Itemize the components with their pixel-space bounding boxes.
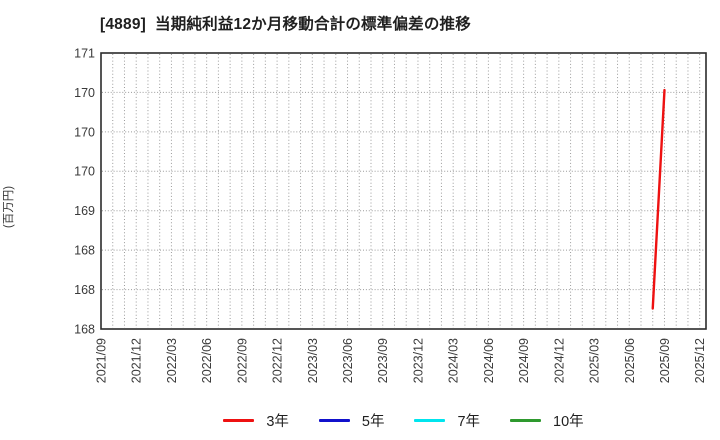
x-tick-label: 2022/03 xyxy=(165,338,179,383)
x-tick-label: 2023/09 xyxy=(376,338,390,383)
legend-line-swatch xyxy=(414,418,446,422)
x-tick-label: 2025/06 xyxy=(623,338,637,383)
chart-title: [4889] 当期純利益12か月移動合計の標準偏差の推移 xyxy=(100,16,471,33)
x-tick-label: 2021/12 xyxy=(130,338,144,383)
y-tick-label: 168 xyxy=(74,283,95,297)
x-tick-label: 2025/12 xyxy=(693,338,707,383)
x-tick-label: 2024/12 xyxy=(552,338,566,383)
y-tick-label: 170 xyxy=(74,125,95,139)
y-tick-label: 171 xyxy=(74,46,95,60)
y-tick-label: 168 xyxy=(74,244,95,258)
legend-item-3年: 3年 xyxy=(223,410,289,431)
x-tick-label: 2024/06 xyxy=(482,338,496,383)
legend-item-7年: 7年 xyxy=(414,410,480,431)
legend-item-10年: 10年 xyxy=(510,410,584,431)
legend-line-swatch xyxy=(510,418,542,422)
x-tick-label: 2022/06 xyxy=(200,338,214,383)
y-tick-label: 169 xyxy=(74,204,95,218)
x-tick-label: 2023/03 xyxy=(306,338,320,383)
legend-label: 5年 xyxy=(361,413,385,430)
series-line-3年 xyxy=(651,88,666,310)
legend-line-swatch xyxy=(318,418,350,422)
y-tick-label: 168 xyxy=(74,322,95,336)
x-tick-label: 2024/03 xyxy=(447,338,461,383)
x-tick-label: 2025/03 xyxy=(588,338,602,383)
legend-label: 10年 xyxy=(553,413,584,430)
legend: 3年 5年 7年 10年 xyxy=(101,407,706,433)
y-tick-label: 170 xyxy=(74,165,95,179)
x-tick-label: 2023/12 xyxy=(411,338,425,383)
legend-item-5年: 5年 xyxy=(318,410,385,431)
legend-line-swatch xyxy=(223,418,255,422)
x-tick-label: 2023/06 xyxy=(341,338,355,383)
legend-label: 7年 xyxy=(457,413,481,430)
axis-frame xyxy=(100,52,707,330)
x-tick-label: 2022/09 xyxy=(235,338,249,383)
x-tick-label: 2025/09 xyxy=(658,338,672,383)
x-tick-label: 2021/09 xyxy=(95,338,109,383)
y-tick-label: 170 xyxy=(74,86,95,100)
x-tick-label: 2022/12 xyxy=(271,338,285,383)
x-tick-label: 2024/09 xyxy=(517,338,531,383)
legend-label: 3年 xyxy=(266,413,289,430)
